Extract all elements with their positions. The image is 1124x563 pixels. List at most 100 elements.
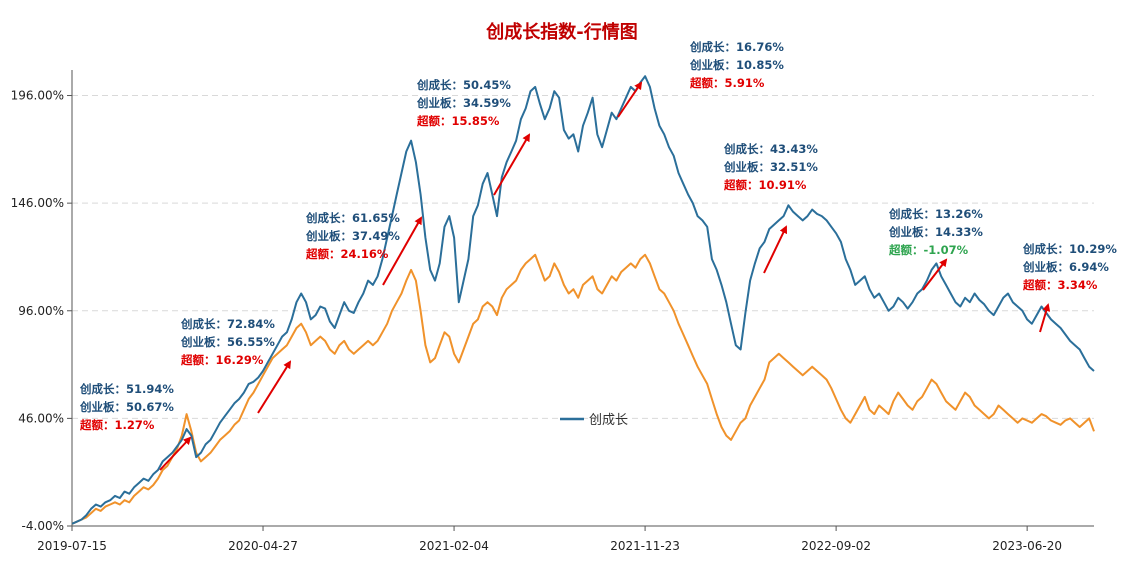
- annotation-label: 创业板：: [79, 400, 126, 414]
- annotation-line: 创业板：10.85%: [689, 58, 784, 72]
- annotation-line: 超额：-1.07%: [888, 243, 969, 257]
- x-tick-label: 2019-07-15: [37, 539, 107, 553]
- annotation-line: 超额：5.91%: [689, 76, 765, 90]
- annotation-value: 51.94%: [126, 382, 174, 396]
- y-tick-label: 196.00%: [11, 89, 64, 103]
- trend-arrow: [382, 216, 422, 286]
- annotation-block: 创成长：16.76% 创业板：10.85% 超额：5.91%: [689, 40, 784, 90]
- trend-arrow: [922, 258, 948, 291]
- annotation-value: 50.45%: [463, 78, 511, 92]
- annotation-label: 创成长：: [723, 142, 770, 156]
- annotation-value: 32.51%: [770, 160, 818, 174]
- annotation-line: 超额：16.29%: [180, 353, 264, 367]
- legend: 创成长: [560, 413, 628, 428]
- trend-arrow: [159, 436, 192, 471]
- annotation-label: 创成长：: [689, 40, 736, 54]
- annotation-line: 创业板：14.33%: [888, 225, 983, 239]
- annotation-line: 创业板：56.55%: [180, 335, 275, 349]
- annotation-label: 超额：: [888, 243, 924, 257]
- annotation-label: 超额：: [689, 76, 725, 90]
- annotation-value: 43.43%: [770, 142, 818, 156]
- annotation-label: 创业板：: [723, 160, 770, 174]
- annotation-block: 创成长：61.65%创业板：37.49%超额：24.16%: [305, 211, 400, 261]
- annotation-value: 10.85%: [736, 58, 784, 72]
- annotation-line: 创成长：10.29%: [1022, 242, 1117, 256]
- annotation-value: -1.07%: [924, 243, 969, 257]
- annotation-value: 50.67%: [126, 400, 174, 414]
- trend-arrow: [617, 81, 643, 118]
- annotation-label: 创成长：: [305, 211, 352, 225]
- annotation-line: 创业板：6.94%: [1022, 260, 1109, 274]
- annotation-value: 37.49%: [352, 229, 400, 243]
- annotation-block: 创成长：10.29% 创业板：6.94% 超额：3.34%: [1022, 242, 1117, 292]
- x-tick-label: 2020-04-27: [228, 539, 298, 553]
- annotations: 创成长：51.94%创业板：50.67%超额：1.27%创成长：72.84%创业…: [79, 40, 1117, 432]
- chart-title: 创成长指数-行情图: [486, 22, 638, 43]
- annotation-line: 创成长：61.65%: [305, 211, 400, 225]
- annotation-block: 创成长：13.26%创业板：14.33%超额：-1.07%: [888, 207, 983, 257]
- annotation-value: 5.91%: [725, 76, 765, 90]
- x-tick-label: 2021-11-23: [610, 539, 680, 553]
- annotation-line: 创成长：16.76%: [689, 40, 784, 54]
- trend-arrows: [159, 81, 1051, 471]
- annotation-value: 1.27%: [115, 418, 155, 432]
- legend-label: 创成长: [589, 413, 628, 428]
- annotation-label: 超额：: [723, 178, 759, 192]
- annotation-value: 14.33%: [935, 225, 983, 239]
- annotation-value: 3.34%: [1058, 278, 1098, 292]
- annotation-value: 34.59%: [463, 96, 511, 110]
- trend-arrow: [493, 133, 531, 196]
- annotation-label: 创业板：: [888, 225, 935, 239]
- annotation-label: 创业板：: [180, 335, 227, 349]
- annotation-label: 超额：: [416, 114, 452, 128]
- annotation-value: 16.29%: [216, 353, 264, 367]
- grid-lines: [72, 95, 1094, 527]
- annotation-label: 超额：: [79, 418, 115, 432]
- axes: -4.00% 46.00% 96.00% 146.00% 196.00% 2019-07-…: [11, 70, 1094, 553]
- annotation-line: 创成长：50.45%: [416, 78, 511, 92]
- annotation-label: 超额：: [305, 247, 341, 261]
- annotation-label: 创成长：: [416, 78, 463, 92]
- x-tick-label: 2023-06-20: [992, 539, 1062, 553]
- annotation-block: 创成长：43.43%创业板：32.51%超额：10.91%: [723, 142, 818, 192]
- x-tick-label: 2021-02-04: [419, 539, 489, 553]
- annotation-line: 创成长：43.43%: [723, 142, 818, 156]
- y-tick-label: 46.00%: [18, 411, 64, 425]
- y-tick-label: 146.00%: [11, 196, 64, 210]
- annotation-line: 超额：1.27%: [79, 418, 155, 432]
- x-tick-label: 2022-09-02: [801, 539, 871, 553]
- series-line-chuangyeban: [71, 253, 1095, 525]
- annotation-value: 56.55%: [227, 335, 275, 349]
- annotation-label: 创成长：: [888, 207, 935, 221]
- annotation-line: 创成长：13.26%: [888, 207, 983, 221]
- annotation-label: 创业板：: [305, 229, 352, 243]
- y-tick-label: 96.00%: [18, 304, 64, 318]
- series-line-chuangchengzhang: [71, 75, 1095, 525]
- series-lines: [71, 75, 1095, 525]
- annotation-line: 创业板：34.59%: [416, 96, 511, 110]
- annotation-value: 10.29%: [1069, 242, 1117, 256]
- annotation-line: 创成长：72.84%: [180, 317, 275, 331]
- annotation-value: 6.94%: [1069, 260, 1109, 274]
- annotation-label: 超额：: [1022, 278, 1058, 292]
- annotation-line: 超额：10.91%: [723, 178, 807, 192]
- annotation-value: 61.65%: [352, 211, 400, 225]
- trend-arrow: [1039, 303, 1051, 333]
- trend-arrow: [257, 360, 292, 414]
- annotation-line: 创业板：50.67%: [79, 400, 174, 414]
- annotation-block: 创成长：50.45%创业板：34.59%超额：15.85%: [416, 78, 511, 128]
- annotation-label: 创业板：: [416, 96, 463, 110]
- annotation-label: 超额：: [180, 353, 216, 367]
- y-tick-label: -4.00%: [22, 519, 64, 533]
- annotation-block: 创成长：72.84% 创业板：56.55% 超额：16.29%: [180, 317, 275, 367]
- annotation-label: 创成长：: [79, 382, 126, 396]
- annotation-line: 创成长：51.94%: [79, 382, 174, 396]
- annotation-line: 超额：15.85%: [416, 114, 500, 128]
- annotation-label: 创业板：: [1022, 260, 1069, 274]
- annotation-line: 创业板：37.49%: [305, 229, 400, 243]
- annotation-line: 创业板：32.51%: [723, 160, 818, 174]
- annotation-value: 13.26%: [935, 207, 983, 221]
- trend-arrow: [763, 225, 788, 274]
